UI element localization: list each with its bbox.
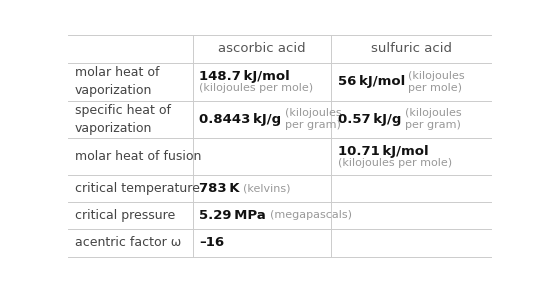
Text: (kilojoules per mole): (kilojoules per mole) xyxy=(199,83,313,93)
Text: 5.29 MPa: 5.29 MPa xyxy=(199,209,266,222)
Text: (kelvins): (kelvins) xyxy=(244,184,291,194)
Text: 783 K: 783 K xyxy=(199,182,240,195)
Text: molar heat of fusion: molar heat of fusion xyxy=(75,150,201,163)
Text: ascorbic acid: ascorbic acid xyxy=(218,42,306,55)
Text: specific heat of
vaporization: specific heat of vaporization xyxy=(75,104,170,135)
Text: critical pressure: critical pressure xyxy=(75,209,175,222)
Text: critical temperature: critical temperature xyxy=(75,182,199,195)
Text: 148.7 kJ/mol: 148.7 kJ/mol xyxy=(199,70,290,83)
Text: (kilojoules per mole): (kilojoules per mole) xyxy=(338,158,452,168)
Text: (megapascals): (megapascals) xyxy=(270,210,352,221)
Text: (kilojoules
per mole): (kilojoules per mole) xyxy=(408,71,465,93)
Text: 0.57 kJ/g: 0.57 kJ/g xyxy=(338,113,401,126)
Text: –16: –16 xyxy=(199,236,224,249)
Text: 0.8443 kJ/g: 0.8443 kJ/g xyxy=(199,113,282,126)
Text: sulfuric acid: sulfuric acid xyxy=(371,42,452,55)
Text: 10.71 kJ/mol: 10.71 kJ/mol xyxy=(338,145,429,158)
Text: 56 kJ/mol: 56 kJ/mol xyxy=(338,75,405,88)
Text: molar heat of
vaporization: molar heat of vaporization xyxy=(75,66,159,97)
Text: (kilojoules
per gram): (kilojoules per gram) xyxy=(405,108,461,130)
Text: acentric factor ω: acentric factor ω xyxy=(75,236,181,249)
Text: (kilojoules
per gram): (kilojoules per gram) xyxy=(285,108,342,130)
